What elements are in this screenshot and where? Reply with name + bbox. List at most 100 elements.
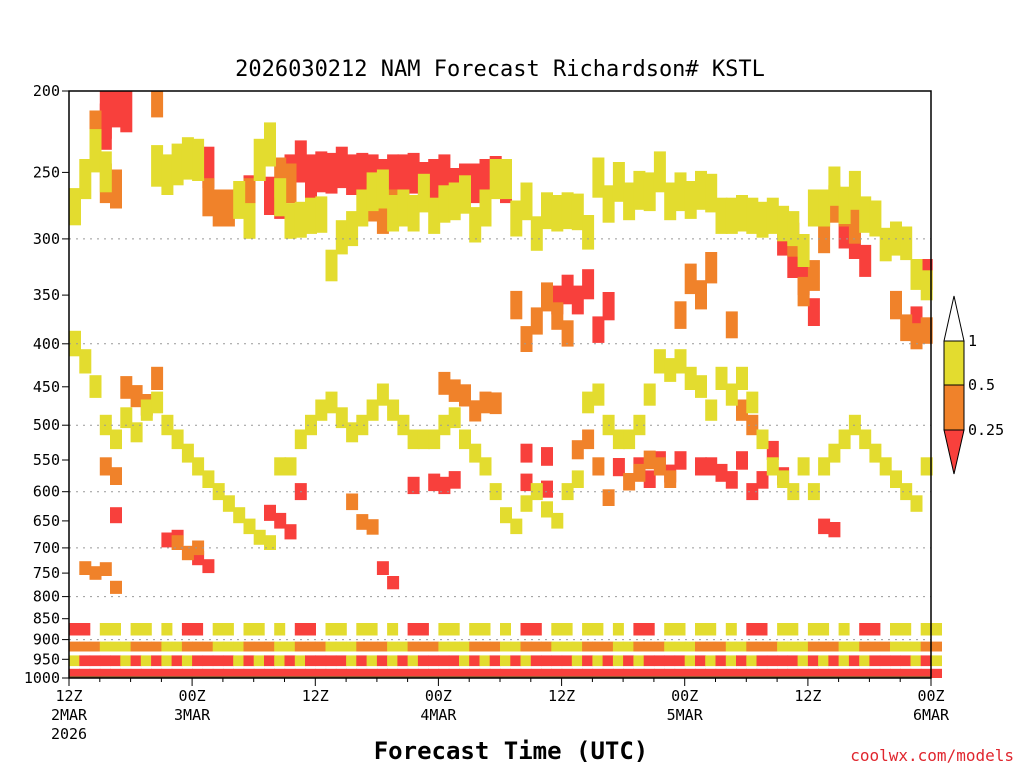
ri-cell (725, 383, 738, 406)
ri-cell (838, 186, 851, 224)
ri-cell (305, 159, 317, 200)
near-surface-cell (633, 641, 645, 652)
near-surface-cell (931, 641, 942, 652)
ri-cell (469, 163, 482, 204)
near-surface-cell (777, 655, 789, 667)
near-surface-cell (787, 668, 799, 678)
near-surface-cell (253, 641, 265, 652)
near-surface-cell (818, 623, 830, 636)
ri-cell (284, 163, 297, 204)
near-surface-cell (725, 623, 737, 636)
near-surface-cell (787, 623, 799, 636)
near-surface-cell (561, 668, 573, 678)
ri-cell (602, 185, 615, 223)
near-surface-cell (264, 668, 275, 678)
near-surface-cell (705, 655, 717, 667)
near-surface-cell (766, 641, 778, 652)
near-surface-cell (428, 655, 440, 667)
ri-cell (756, 201, 769, 238)
ri-cell (746, 414, 759, 436)
near-surface-cell (130, 623, 142, 636)
near-surface-cell (130, 655, 142, 667)
near-surface-cell (428, 668, 440, 678)
ri-cell (541, 447, 553, 466)
near-surface-cell (664, 668, 676, 678)
ri-cell (520, 495, 533, 512)
ri-cell (335, 220, 348, 255)
ri-cell (561, 192, 574, 230)
near-surface-cell (869, 623, 881, 636)
near-surface-cell (582, 668, 594, 678)
near-surface-cell (222, 641, 234, 652)
near-surface-cell (612, 623, 624, 636)
near-surface-cell (684, 641, 696, 652)
near-surface-cell (931, 623, 942, 636)
ri-cell (705, 457, 718, 476)
ri-cell (469, 400, 482, 422)
ri-cell (828, 166, 841, 206)
ri-cell (305, 197, 317, 234)
x-tick-time: 12Z (548, 687, 575, 705)
near-surface-cell (602, 641, 614, 652)
ri-cell (459, 175, 471, 214)
near-surface-cell (879, 655, 891, 667)
near-surface-cell (931, 668, 942, 678)
near-surface-cell (79, 668, 91, 678)
near-surface-cell (766, 668, 778, 678)
ri-cell (643, 470, 656, 488)
near-surface-cell (920, 668, 932, 678)
near-surface-cell (335, 668, 347, 678)
near-surface-cell (171, 668, 183, 678)
near-surface-cell (376, 641, 388, 652)
ri-cell (592, 383, 605, 406)
ri-cell (520, 182, 533, 221)
ri-cell (592, 457, 605, 476)
near-surface-cell (705, 668, 717, 678)
near-surface-cell (79, 655, 91, 667)
ri-cell (428, 473, 441, 492)
ri-cell (551, 302, 564, 330)
near-surface-cell (192, 655, 204, 667)
ri-cell (725, 471, 738, 489)
ri-cell (530, 307, 543, 335)
ri-cell (387, 195, 400, 232)
ri-cell (335, 146, 348, 189)
ri-cell (79, 561, 92, 575)
ri-cell (202, 146, 215, 189)
ri-cell (89, 566, 102, 580)
ri-cell (294, 140, 307, 183)
ri-cell (356, 189, 369, 227)
ri-cell (551, 195, 564, 232)
ri-cell (848, 170, 861, 210)
near-surface-cell (848, 655, 860, 667)
ri-cell (151, 391, 164, 414)
near-surface-cell (582, 641, 594, 652)
near-surface-cell (346, 668, 358, 678)
near-surface-cell (99, 655, 111, 667)
y-tick-label: 400 (33, 335, 60, 353)
ri-cell (623, 429, 636, 450)
ri-cell (705, 252, 718, 284)
near-surface-cell (766, 655, 778, 667)
ri-cell (356, 414, 369, 436)
near-surface-cell (99, 641, 111, 652)
near-surface-cell (479, 668, 491, 678)
ri-cell (346, 211, 359, 247)
legend-swatch (943, 384, 965, 431)
legend-label: 0.25 (968, 421, 1004, 439)
x-tick-time: 00Z (425, 687, 452, 705)
near-surface-cell (407, 668, 419, 678)
ri-cell (520, 443, 533, 463)
ri-cell (756, 471, 769, 489)
ri-cell (110, 580, 122, 594)
near-surface-cell (407, 641, 419, 652)
ri-cell (69, 188, 81, 226)
ri-cell (818, 189, 831, 227)
ri-cell (110, 169, 122, 209)
near-surface-cell (120, 655, 132, 667)
near-surface-cell (571, 655, 583, 667)
ri-cell (417, 429, 430, 450)
ri-cell (571, 285, 584, 315)
near-surface-cell (695, 641, 706, 652)
near-surface-cell (736, 655, 747, 667)
